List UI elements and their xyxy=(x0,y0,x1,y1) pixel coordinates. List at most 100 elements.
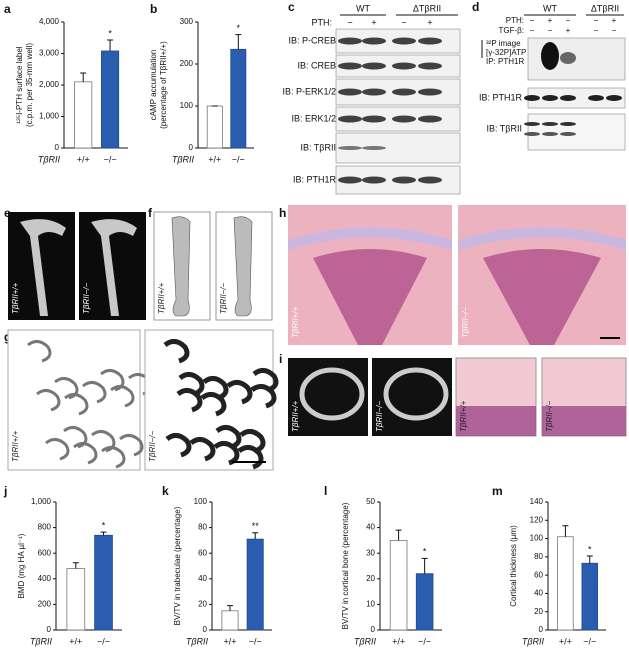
band xyxy=(392,176,416,184)
lane-sign: − xyxy=(548,26,553,35)
band xyxy=(392,62,416,70)
y-tick-label: 40 xyxy=(534,589,543,598)
panel-letter: l xyxy=(324,484,327,498)
y-tick-label: 2,000 xyxy=(39,80,60,89)
bone xyxy=(91,219,137,316)
group-label: TβRII xyxy=(30,636,53,646)
band xyxy=(338,62,362,70)
bar xyxy=(101,50,120,149)
panel-letter: d xyxy=(472,0,479,14)
growth-plate xyxy=(458,227,626,250)
blot-label: IB: PTH1R xyxy=(293,174,337,184)
marrow xyxy=(313,249,427,345)
band xyxy=(392,88,416,96)
y-tick-label: 1,000 xyxy=(31,497,52,506)
image-label: TβRII−/− xyxy=(375,400,384,432)
trabecula xyxy=(226,380,253,405)
panel-letter: i xyxy=(279,352,282,366)
blot-label: ³²P image xyxy=(486,39,521,48)
y-tick-label: 300 xyxy=(180,17,194,26)
error-bar xyxy=(586,555,593,564)
y-tick-label: 100 xyxy=(194,497,208,506)
trabecula xyxy=(36,389,61,412)
lane-sign: − xyxy=(612,26,617,35)
band xyxy=(560,122,576,126)
marrow xyxy=(542,406,626,436)
error-bar xyxy=(80,72,87,82)
bar xyxy=(94,534,113,631)
band xyxy=(524,132,540,136)
lane-sign: − xyxy=(566,16,571,25)
lane-sign: − xyxy=(594,16,599,25)
blot-label: IB: TβRII xyxy=(300,142,336,152)
blot-label: [γ-32P]ATP xyxy=(486,48,526,57)
y-axis-label: BV/TV in cortical bone (percentage) xyxy=(341,502,350,629)
image-label: TβRII+/+ xyxy=(459,400,468,432)
band xyxy=(392,37,416,45)
blot-label: IB: PTH1R xyxy=(479,92,523,102)
y-axis-label: cAMP accumulation xyxy=(149,50,158,121)
trabecula xyxy=(176,388,203,413)
trabecula xyxy=(237,445,264,470)
band xyxy=(560,132,576,136)
annotation: ** xyxy=(252,521,260,531)
x-tick-label: +/+ xyxy=(559,636,572,646)
error-bar xyxy=(421,557,428,574)
y-tick-label: 20 xyxy=(198,600,207,609)
band xyxy=(524,122,540,126)
group-label: TβRII xyxy=(522,636,545,646)
y-axis-label: ¹²⁵I-PTH surface label xyxy=(15,46,24,123)
trabecula xyxy=(27,340,52,363)
trabecula xyxy=(101,446,126,469)
group-label: TβRII xyxy=(186,636,209,646)
blot-label: IB: TβRII xyxy=(486,123,522,133)
trabecula xyxy=(82,381,107,404)
panel-letter: k xyxy=(162,484,169,498)
y-tick-label: 50 xyxy=(366,497,375,506)
band xyxy=(338,176,362,184)
annotation: * xyxy=(588,544,592,554)
annotation: * xyxy=(102,520,106,530)
bone xyxy=(171,216,191,317)
trabecula xyxy=(54,377,79,400)
image-label: TβRII−/− xyxy=(219,282,228,314)
y-tick-label: 60 xyxy=(534,570,543,579)
y-tick-label: 40 xyxy=(366,523,375,532)
cortex xyxy=(383,367,449,421)
blot-label: IB: P-ERK1/2 xyxy=(282,86,336,96)
band xyxy=(418,88,442,96)
band xyxy=(542,95,558,101)
trabecula xyxy=(200,392,227,417)
y-axis-label: Cortical thickness (µm) xyxy=(509,525,518,607)
y-axis-label: BV/TV in trabeculae (percentage) xyxy=(173,506,182,625)
band xyxy=(588,95,604,101)
blot-label: IB: CREB xyxy=(297,60,336,70)
band xyxy=(418,62,442,70)
error-bar xyxy=(100,531,107,536)
x-tick-label: −/− xyxy=(232,154,245,164)
y-tick-label: 20 xyxy=(534,607,543,616)
image-label: TβRII+/+ xyxy=(11,430,20,462)
image-label: TβRII+/+ xyxy=(291,400,300,432)
error-bar xyxy=(72,562,79,569)
x-tick-label: +/+ xyxy=(208,154,221,164)
lane-sign: − xyxy=(401,17,406,27)
y-tick-label: 0 xyxy=(539,625,544,634)
error-bar xyxy=(235,34,242,50)
trabecula xyxy=(100,369,125,392)
band xyxy=(362,146,386,150)
trabecula xyxy=(63,426,88,449)
group-label: ΔTβRII xyxy=(591,3,619,13)
bar xyxy=(74,81,93,149)
y-axis-label: BMD (mg HA µl⁻¹) xyxy=(17,533,26,598)
error-bar xyxy=(107,39,114,51)
bar xyxy=(581,562,598,631)
band xyxy=(362,88,386,96)
blot xyxy=(527,113,626,151)
panel-letter: e xyxy=(4,206,11,220)
bar xyxy=(230,48,247,149)
y-tick-label: 120 xyxy=(530,515,544,524)
lane-sign: − xyxy=(530,26,535,35)
y-tick-label: 1,000 xyxy=(39,112,60,121)
image-label: TβRII+/+ xyxy=(11,282,20,314)
